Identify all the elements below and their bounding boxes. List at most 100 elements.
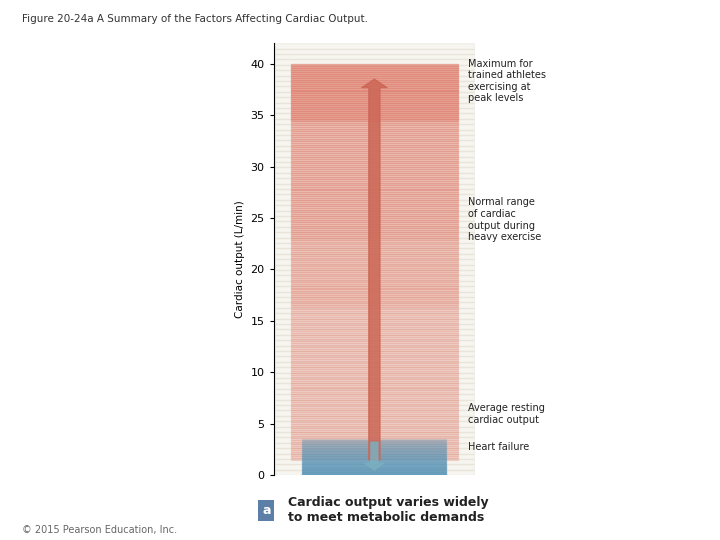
Bar xyxy=(291,204,458,206)
Bar xyxy=(274,346,474,351)
Bar xyxy=(291,363,458,364)
Bar xyxy=(291,157,458,159)
Bar xyxy=(291,177,458,179)
Bar xyxy=(291,82,458,84)
Bar xyxy=(274,454,474,459)
Bar xyxy=(291,236,458,238)
Bar xyxy=(291,375,458,376)
Bar xyxy=(291,198,458,200)
Bar xyxy=(291,226,458,228)
Bar xyxy=(291,200,458,202)
Bar xyxy=(291,70,458,72)
Bar xyxy=(291,210,458,212)
Bar xyxy=(291,355,458,357)
Bar xyxy=(274,162,474,167)
Bar xyxy=(302,449,446,450)
Bar xyxy=(291,274,458,275)
Bar xyxy=(291,232,458,234)
Bar xyxy=(274,400,474,405)
Bar xyxy=(291,113,458,115)
Bar xyxy=(274,319,474,324)
Bar xyxy=(274,329,474,335)
Bar xyxy=(291,414,458,416)
Bar xyxy=(291,379,458,381)
Y-axis label: Cardiac output (L/min): Cardiac output (L/min) xyxy=(235,200,245,318)
Bar xyxy=(291,351,458,353)
Bar xyxy=(291,315,458,317)
Bar xyxy=(291,400,458,402)
Bar xyxy=(291,440,458,442)
Bar xyxy=(291,349,458,351)
Text: Normal range
of cardiac
output during
heavy exercise: Normal range of cardiac output during he… xyxy=(468,198,541,242)
Bar xyxy=(274,232,474,238)
Bar xyxy=(291,450,458,452)
Bar xyxy=(291,286,458,287)
Bar xyxy=(274,108,474,113)
Bar xyxy=(291,149,458,151)
Bar xyxy=(302,468,446,469)
Bar xyxy=(274,211,474,216)
Bar xyxy=(291,66,458,68)
Bar xyxy=(291,93,458,96)
Bar xyxy=(291,183,458,185)
Bar xyxy=(291,422,458,424)
Bar xyxy=(274,410,474,416)
Bar xyxy=(291,191,458,192)
Bar xyxy=(274,313,474,319)
Bar xyxy=(274,135,474,140)
Bar xyxy=(274,464,474,470)
Bar xyxy=(291,424,458,426)
Bar xyxy=(302,455,446,456)
Bar xyxy=(274,140,474,146)
Bar xyxy=(291,406,458,408)
Bar xyxy=(291,84,458,85)
Bar xyxy=(291,78,458,79)
Bar xyxy=(291,329,458,331)
Bar xyxy=(302,469,446,470)
Bar xyxy=(274,308,474,313)
Bar xyxy=(274,281,474,286)
Bar xyxy=(291,117,458,119)
Bar xyxy=(291,436,458,438)
Bar xyxy=(291,256,458,258)
Bar xyxy=(302,461,446,462)
Bar xyxy=(291,317,458,319)
Bar xyxy=(291,258,458,260)
Bar xyxy=(302,467,446,468)
Bar xyxy=(274,275,474,281)
Bar xyxy=(302,470,446,471)
Bar xyxy=(291,147,458,149)
Bar xyxy=(291,343,458,345)
Bar xyxy=(291,76,458,78)
Bar xyxy=(291,246,458,248)
Bar xyxy=(291,287,458,289)
Bar xyxy=(291,434,458,436)
Bar xyxy=(291,416,458,418)
Bar xyxy=(291,107,458,109)
Bar xyxy=(291,325,458,327)
Bar xyxy=(291,125,458,127)
Bar xyxy=(302,456,446,457)
Bar xyxy=(291,139,458,141)
Bar xyxy=(302,472,446,473)
Bar xyxy=(291,167,458,168)
Bar xyxy=(291,135,458,137)
Bar xyxy=(291,123,458,125)
Bar xyxy=(274,92,474,97)
Bar xyxy=(302,466,446,467)
Bar xyxy=(274,437,474,443)
Bar xyxy=(291,278,458,280)
Bar xyxy=(274,443,474,448)
Bar xyxy=(291,301,458,303)
Bar xyxy=(291,448,458,450)
Bar xyxy=(291,141,458,143)
Bar xyxy=(274,173,474,178)
Bar xyxy=(274,243,474,248)
Bar xyxy=(291,85,458,87)
Bar xyxy=(274,265,474,270)
Bar xyxy=(274,297,474,302)
Bar xyxy=(274,97,474,103)
Bar xyxy=(291,137,458,139)
Bar xyxy=(274,254,474,259)
Bar xyxy=(291,72,458,73)
